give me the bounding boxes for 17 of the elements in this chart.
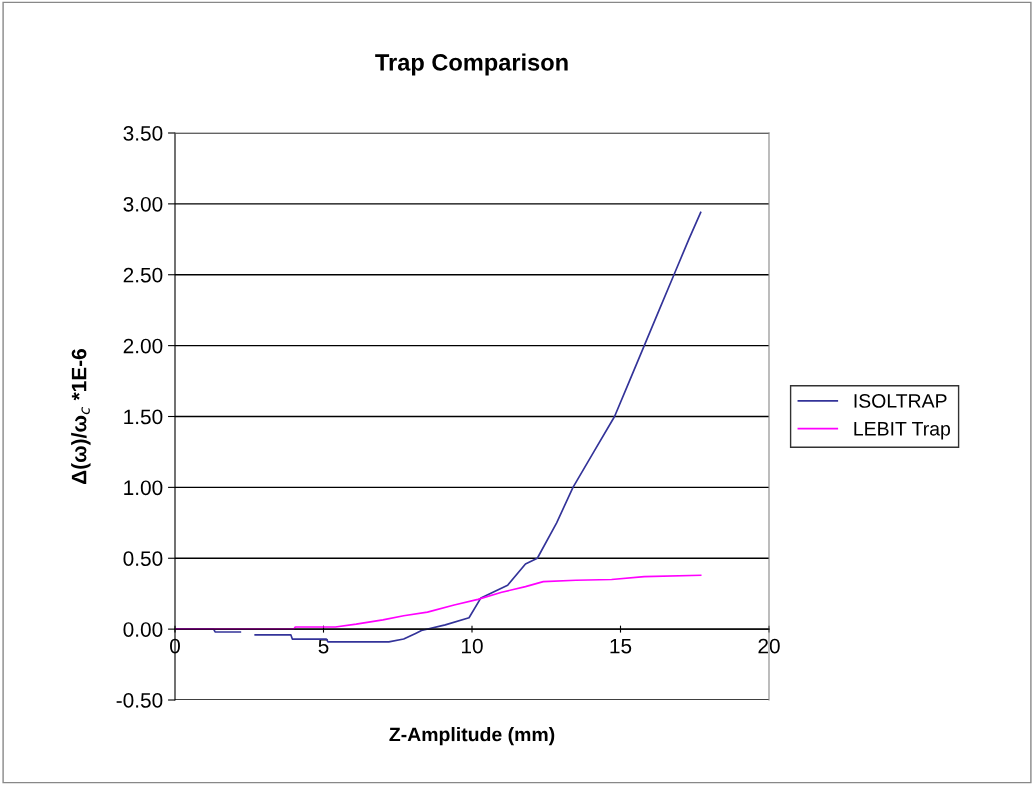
chart-title: Trap Comparison (375, 53, 568, 76)
y-tick-label: -0.50 (116, 693, 163, 708)
x-tick-label: 15 (610, 638, 632, 654)
y-tick-label: 3.00 (123, 196, 163, 212)
y-tick-label: 0.50 (123, 551, 163, 566)
x-axis-title: Z-Amplitude (mm) (389, 727, 555, 746)
x-tick-label: 10 (462, 638, 483, 654)
legend-label: ISOLTRAP (854, 394, 947, 408)
x-tick-label: 20 (758, 638, 780, 654)
y-tick-label: 0.00 (123, 622, 163, 637)
y-tick-label: 3.50 (123, 126, 163, 141)
y-axis-title: Δ(ω)/ω$_{c}$ *1E-6 (71, 349, 91, 484)
y-tick-label: 2.50 (123, 267, 163, 283)
legend-label: LEBIT Trap (854, 422, 951, 440)
y-tick-label: 2.00 (123, 338, 163, 354)
y-tick-label: 1.00 (124, 480, 163, 496)
y-tick-label: 1.50 (124, 409, 163, 425)
